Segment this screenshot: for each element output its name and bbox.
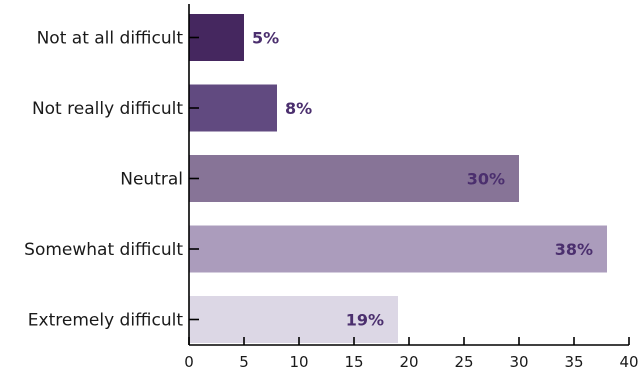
x-tick-label-30: 30	[509, 353, 528, 371]
x-tick-label-20: 20	[399, 353, 418, 371]
category-label-somewhat-difficult: Somewhat difficult	[24, 240, 183, 260]
bar-somewhat-difficult	[189, 225, 607, 273]
x-tick-label-10: 10	[289, 353, 308, 371]
bars-group	[189, 14, 607, 343]
data-label-not-at-all-difficult: 5%	[252, 29, 279, 48]
axes-group	[188, 4, 630, 346]
x-tick-label-5: 5	[239, 353, 249, 371]
x-tick-label-40: 40	[619, 353, 638, 371]
category-label-not-at-all-difficult: Not at all difficult	[37, 29, 184, 49]
x-tick-label-25: 25	[454, 353, 473, 371]
x-tick-label-0: 0	[184, 353, 194, 371]
x-tick-label-15: 15	[344, 353, 363, 371]
category-label-extremely-difficult: Extremely difficult	[28, 311, 184, 331]
category-label-neutral: Neutral	[120, 170, 183, 190]
x-tick-label-35: 35	[564, 353, 583, 371]
bar-neutral	[189, 155, 519, 202]
bar-extremely-difficult	[189, 296, 398, 343]
data-label-extremely-difficult: 19%	[346, 311, 384, 330]
bar-not-really-difficult	[189, 84, 277, 132]
data-label-neutral: 30%	[467, 170, 505, 189]
category-label-not-really-difficult: Not really difficult	[32, 99, 183, 119]
labels-group: Not at all difficult 5% Not really difficu…	[24, 29, 638, 372]
data-label-not-really-difficult: 8%	[285, 99, 312, 118]
data-label-somewhat-difficult: 38%	[555, 240, 593, 259]
